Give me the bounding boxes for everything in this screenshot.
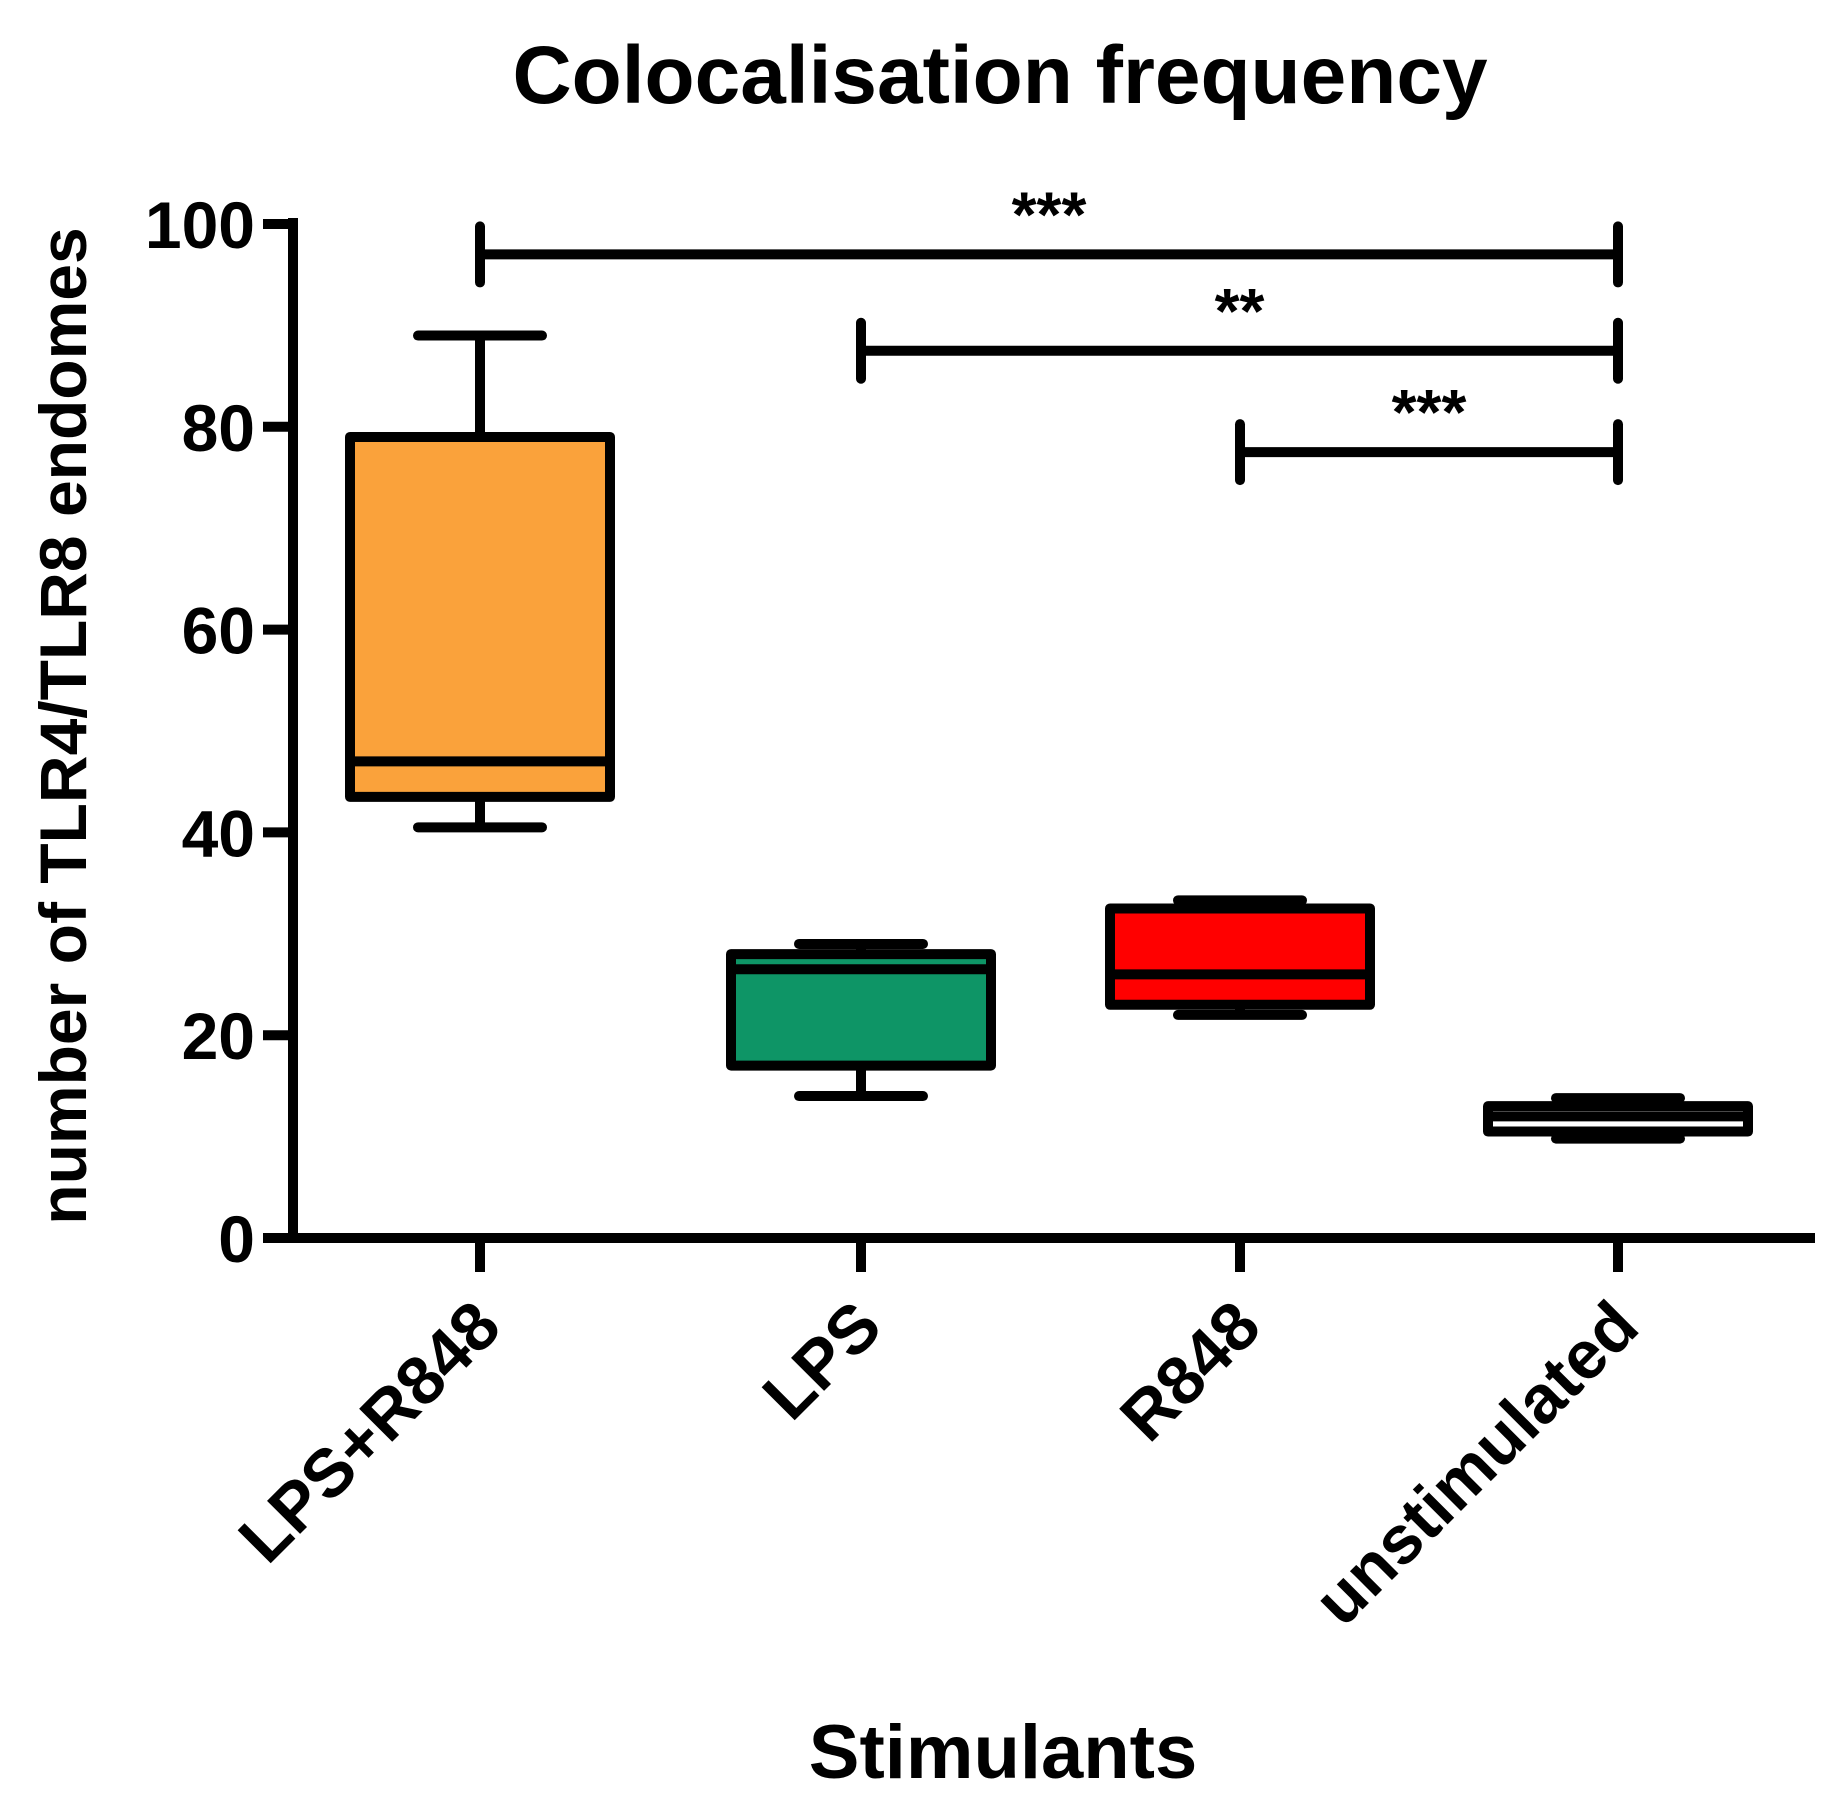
box-lps-r848 xyxy=(345,431,615,802)
y-tick-label: 0 xyxy=(218,1202,255,1276)
y-tick-label: 60 xyxy=(182,594,255,668)
x-tick-label: unstimulated xyxy=(1300,1287,1653,1640)
x-tick-label: R848 xyxy=(1106,1287,1275,1456)
x-axis-label: Stimulants xyxy=(809,1710,1198,1795)
y-tick-label: 100 xyxy=(145,188,255,262)
significance-label: ** xyxy=(1215,275,1265,347)
chart-title: Colocalisation frequency xyxy=(512,30,1488,121)
y-tick-label: 80 xyxy=(182,391,255,465)
y-tick-label: 20 xyxy=(182,999,255,1073)
significance-label: *** xyxy=(1392,376,1467,448)
box-r848 xyxy=(1105,903,1375,1010)
x-tick-label: LPS xyxy=(748,1287,895,1434)
significance-label: *** xyxy=(1012,178,1087,250)
y-tick-label: 40 xyxy=(182,796,255,870)
x-tick-label: LPS+R848 xyxy=(224,1287,514,1577)
y-axis-label: number of TLR4/TLR8 endomes xyxy=(26,227,100,1224)
plot-area: 0 20 40 60 80 100 LPS+R848 LPS R848 unstimulated *… xyxy=(145,178,1815,1640)
